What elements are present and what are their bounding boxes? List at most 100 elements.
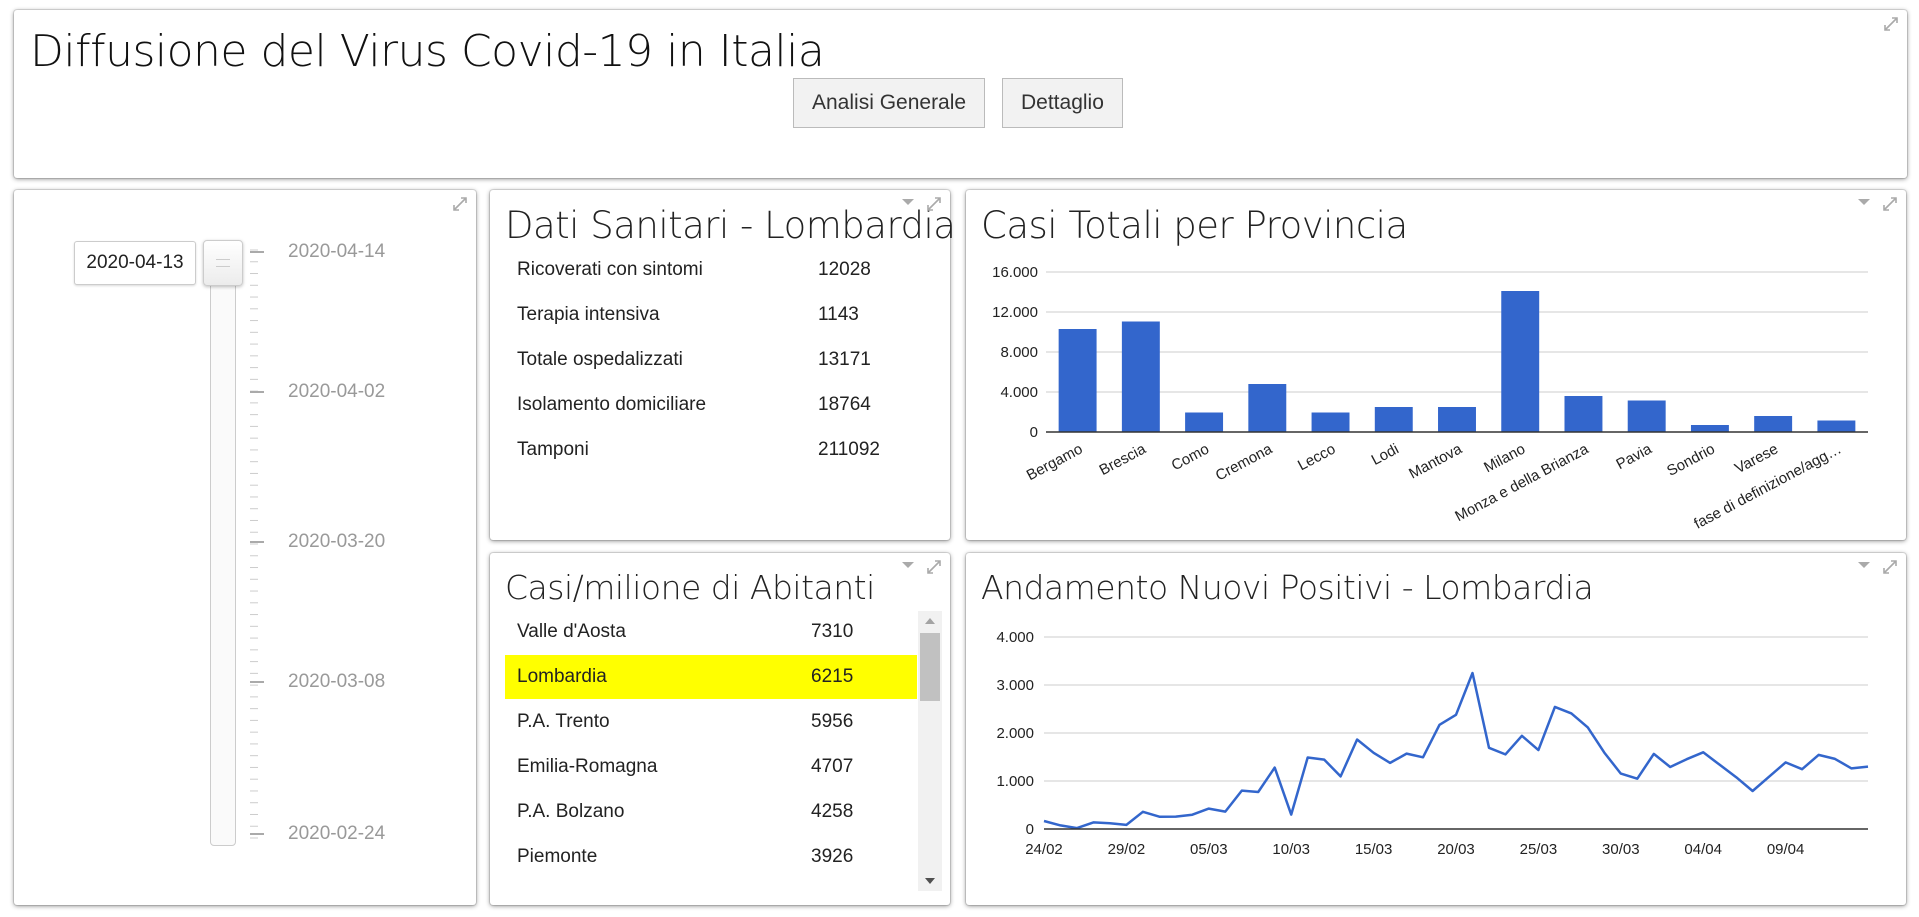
y-tick-label: 0	[1026, 821, 1034, 838]
casi-milione-panel: Casi/milione di Abitanti Valle d'Aosta 7…	[490, 553, 950, 905]
line-chart: 0 1.000 2.000 3.000 4.000 24/02 29/02 05/03 10/0…	[996, 629, 1869, 858]
table-row-highlighted: Lombardia 6215	[505, 655, 917, 699]
x-tick-label: Cremona	[1213, 440, 1276, 484]
row-label: Isolamento domiciliare	[517, 394, 707, 415]
bar	[1627, 400, 1666, 432]
row-label: P.A. Trento	[517, 711, 610, 732]
x-tick-label: 25/03	[1520, 841, 1558, 858]
slider-label: 2020-04-14	[288, 241, 386, 262]
chart-title: Andamento Nuovi Positivi - Lombardia	[981, 568, 1594, 607]
header-panel: Diffusione del Virus Covid-19 in Italia …	[14, 10, 1907, 178]
row-label: Lombardia	[517, 666, 607, 687]
x-tick-label: Milano	[1481, 441, 1528, 477]
table-row: Ricoverati con sintomi 12028	[505, 248, 925, 292]
date-slider-panel: 2020-04-13 2020-04-14 2020-04-02 2020-03…	[14, 190, 476, 905]
chevron-down-icon[interactable]	[902, 199, 914, 205]
chevron-down-icon[interactable]	[1858, 199, 1870, 205]
bar	[1501, 291, 1540, 432]
slider-handle[interactable]	[203, 240, 243, 286]
table-row: Tamponi 211092	[505, 428, 925, 472]
bar-chart: 0 4.000 8.000 12.000 16.000 Bergamo Brescia Com…	[992, 264, 1868, 533]
x-tick-label: 20/03	[1437, 841, 1475, 858]
bar	[1121, 321, 1160, 432]
bar	[1311, 412, 1350, 432]
x-tick-label: Como	[1169, 441, 1212, 475]
row-label: Piemonte	[517, 846, 598, 867]
y-tick-label: 3.000	[996, 677, 1034, 694]
bar	[1058, 329, 1097, 432]
slider-ticks	[250, 249, 264, 839]
bar	[1817, 420, 1856, 432]
row-value: 1143	[818, 304, 859, 325]
y-tick-label: 4.000	[1000, 384, 1038, 401]
panel-title: Casi/milione di Abitanti	[505, 568, 875, 607]
bar	[1248, 384, 1287, 432]
row-label: Terapia intensiva	[517, 304, 660, 325]
slider-track[interactable]	[210, 246, 236, 846]
x-tick-label: 30/03	[1602, 841, 1640, 858]
table-row: P.A. Trento 5956	[505, 700, 917, 744]
expand-icon[interactable]	[1882, 559, 1898, 575]
chart-title: Casi Totali per Provincia	[981, 204, 1408, 247]
analisi-generale-button[interactable]: Analisi Generale	[793, 78, 986, 128]
y-tick-label: 0	[1030, 424, 1038, 441]
expand-icon[interactable]	[1883, 16, 1899, 32]
y-tick-label: 2.000	[996, 725, 1034, 742]
table-row: Valle d'Aosta 7310	[505, 610, 917, 654]
row-value: 3926	[811, 846, 854, 867]
slider-label: 2020-04-02	[288, 381, 386, 402]
row-label: P.A. Bolzano	[517, 801, 625, 822]
x-tick-label: Lecco	[1295, 441, 1338, 475]
x-tick-label: Sondrio	[1664, 441, 1718, 480]
chevron-down-icon[interactable]	[1858, 562, 1870, 568]
row-label: Valle d'Aosta	[517, 621, 626, 642]
x-tick-label: 04/04	[1684, 841, 1722, 858]
x-tick-label: Bergamo	[1024, 441, 1086, 485]
y-tick-label: 4.000	[996, 629, 1034, 646]
bar	[1564, 396, 1603, 432]
x-tick-label: Mantova	[1406, 440, 1465, 482]
row-value: 5956	[811, 711, 854, 732]
row-label: Totale ospedalizzati	[517, 349, 683, 370]
x-tick-label: 24/02	[1025, 841, 1063, 858]
expand-icon[interactable]	[926, 559, 942, 575]
y-tick-label: 1.000	[996, 773, 1034, 790]
table-row: Isolamento domiciliare 18764	[505, 383, 925, 427]
x-tick-label: 09/04	[1767, 841, 1805, 858]
page-title: Diffusione del Virus Covid-19 in Italia	[30, 26, 825, 77]
table-row: Piemonte 3926	[505, 835, 917, 879]
row-value: 4258	[811, 801, 854, 822]
bar	[1690, 425, 1729, 432]
x-tick-label: 29/02	[1108, 841, 1146, 858]
chevron-down-icon[interactable]	[902, 562, 914, 568]
row-label: Ricoverati con sintomi	[517, 259, 703, 280]
scrollbar[interactable]	[918, 611, 942, 891]
scroll-down-icon[interactable]	[925, 878, 935, 884]
slider-label: 2020-03-20	[288, 531, 386, 552]
row-value: 7310	[811, 621, 854, 642]
slider-label: 2020-03-08	[288, 671, 386, 692]
x-tick-label: Lodi	[1369, 441, 1402, 469]
slider-label: 2020-02-24	[288, 823, 386, 844]
expand-icon[interactable]	[1882, 196, 1898, 212]
table-row: Terapia intensiva 1143	[505, 293, 925, 337]
scrollbar-thumb[interactable]	[920, 633, 940, 701]
table-row: P.A. Bolzano 4258	[505, 790, 917, 834]
expand-icon[interactable]	[452, 196, 468, 212]
row-label: Tamponi	[517, 439, 589, 460]
row-label: Emilia-Romagna	[517, 756, 658, 777]
bar	[1754, 416, 1793, 432]
bar	[1374, 407, 1413, 432]
slider-value-tooltip: 2020-04-13	[74, 241, 196, 285]
dettaglio-button[interactable]: Dettaglio	[1002, 78, 1123, 128]
y-tick-label: 12.000	[992, 304, 1038, 321]
x-tick-label: Pavia	[1613, 440, 1655, 473]
bar	[1438, 407, 1476, 432]
row-value: 4707	[811, 756, 854, 777]
x-tick-label: 10/03	[1272, 841, 1310, 858]
casi-provincia-panel: Casi Totali per Provincia 0 4.000 8.000 12.…	[966, 190, 1906, 540]
panel-title: Dati Sanitari - Lombardia	[505, 204, 956, 247]
scroll-up-icon[interactable]	[925, 618, 935, 624]
series-line	[1043, 671, 1869, 830]
expand-icon[interactable]	[926, 196, 942, 212]
